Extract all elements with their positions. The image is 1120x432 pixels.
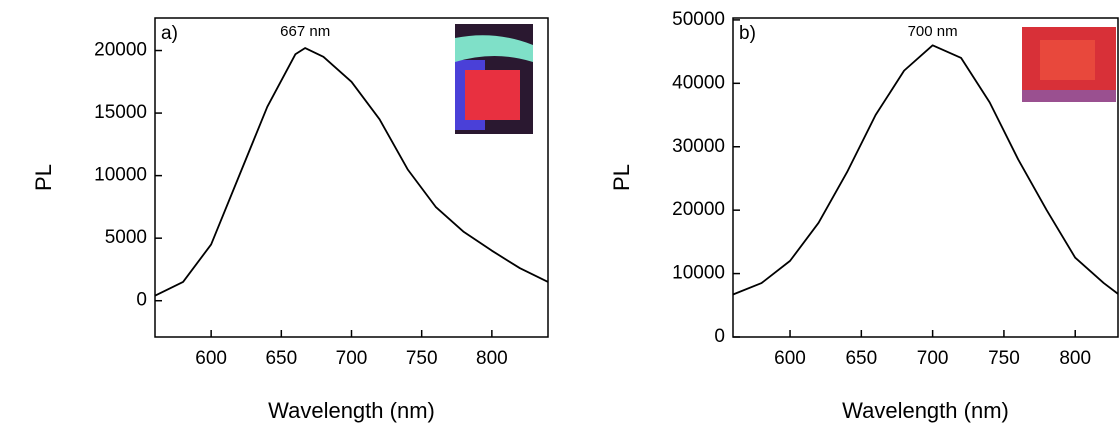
y-tick-label: 20000	[94, 40, 147, 61]
panel-label: a)	[161, 23, 178, 44]
x-tick-label: 650	[265, 348, 297, 369]
pl-line	[732, 44, 1119, 296]
y-tick-label: 20000	[672, 199, 725, 220]
y-axis-label: PL	[31, 164, 56, 191]
y-tick-label: 0	[136, 290, 147, 311]
x-tick-label: 700	[917, 348, 949, 369]
y-tick-label: 0	[714, 326, 725, 347]
panel-label: b)	[739, 23, 756, 44]
x-tick-label: 600	[195, 348, 227, 369]
inset-photo-b	[1022, 27, 1116, 102]
x-axis-label: Wavelength (nm)	[842, 398, 1009, 423]
x-tick-label: 750	[406, 348, 438, 369]
x-tick-label: 800	[1059, 348, 1091, 369]
x-tick-label: 600	[774, 348, 806, 369]
x-tick-label: 750	[988, 348, 1020, 369]
y-tick-label: 30000	[672, 136, 725, 157]
peak-annotation: 700 nm	[908, 23, 958, 40]
y-axis-label: PL	[609, 164, 634, 191]
y-tick-label: 10000	[672, 263, 725, 284]
inset-photo-a	[455, 24, 533, 134]
pl-line	[154, 47, 549, 297]
y-tick-label: 5000	[105, 227, 147, 248]
x-tick-label: 800	[476, 348, 508, 369]
y-tick-label: 15000	[94, 102, 147, 123]
y-tick-label: 50000	[672, 9, 725, 30]
y-tick-label: 40000	[672, 72, 725, 93]
x-axis-label: Wavelength (nm)	[268, 398, 435, 423]
x-tick-label: 650	[845, 348, 877, 369]
plot-frame	[732, 17, 1119, 338]
x-tick-label: 700	[336, 348, 368, 369]
y-tick-label: 10000	[94, 165, 147, 186]
peak-annotation: 667 nm	[280, 23, 330, 40]
